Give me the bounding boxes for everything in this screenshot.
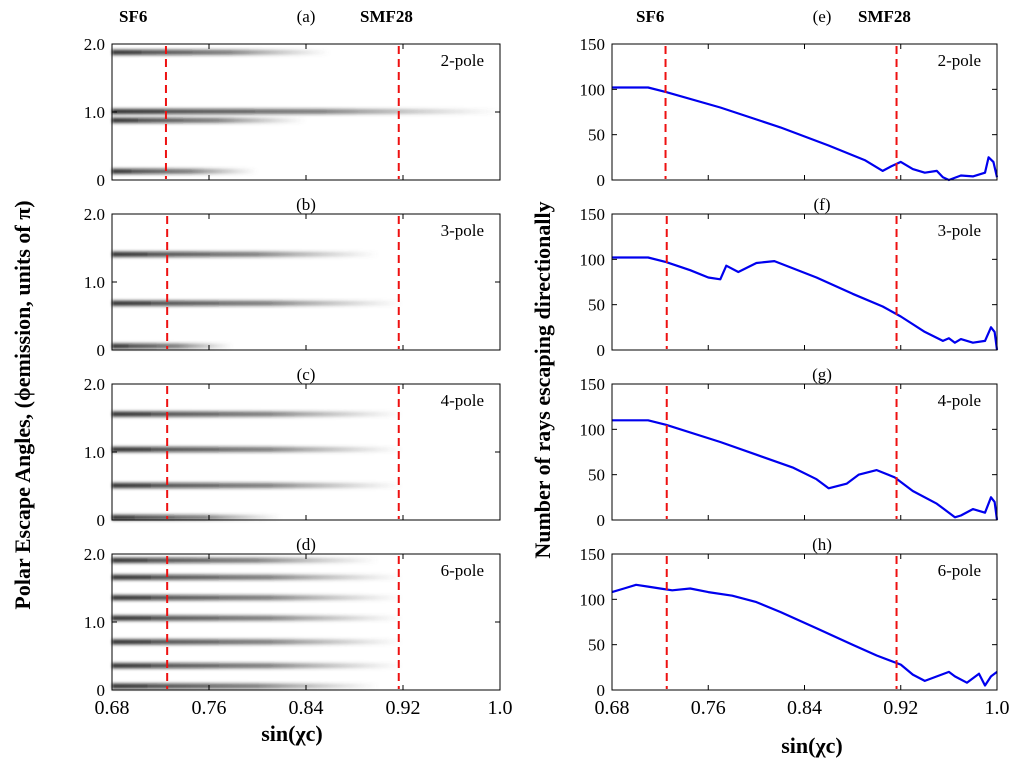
series-line bbox=[612, 86, 999, 182]
heatmap-band bbox=[112, 49, 331, 55]
x-tick-label: 0.76 bbox=[192, 697, 227, 719]
right-x-axis-title: sin(χc) bbox=[781, 733, 843, 758]
y-tick-label: 50 bbox=[588, 296, 605, 315]
y-tick-label: 0 bbox=[597, 171, 606, 190]
y-tick-label: 0 bbox=[97, 681, 106, 700]
y-tick-label: 0 bbox=[97, 171, 106, 190]
panel-e: 0 50 100 150 (e) 2-pole bbox=[580, 7, 999, 190]
heatmap-band bbox=[112, 557, 379, 563]
heatmap-band bbox=[112, 595, 403, 601]
y-tick-label: 2.0 bbox=[84, 375, 105, 394]
heatmap-band bbox=[112, 574, 403, 580]
y-tick-label: 50 bbox=[588, 466, 605, 485]
panel-label: (h) bbox=[812, 535, 832, 554]
pole-label: 3-pole bbox=[441, 221, 484, 240]
y-tick-label: 1.0 bbox=[84, 273, 105, 292]
y-tick-label: 0 bbox=[97, 341, 106, 360]
series-line bbox=[612, 419, 999, 521]
heatmap-band bbox=[112, 411, 403, 417]
right-y-axis-title: Number of rays escaping directionally bbox=[530, 201, 555, 558]
pole-label: 4-pole bbox=[441, 391, 484, 410]
pole-label: 2-pole bbox=[938, 51, 981, 70]
y-tick-label: 2.0 bbox=[84, 35, 105, 54]
heatmap-band bbox=[112, 483, 403, 488]
y-tick-label: 0 bbox=[97, 511, 106, 530]
panel-c: 0 1.0 2.0 (c) 4-pole bbox=[84, 365, 501, 530]
x-tick-label: 1.0 bbox=[488, 697, 513, 719]
pole-label: 3-pole bbox=[938, 221, 981, 240]
y-tick-label: 150 bbox=[580, 35, 606, 54]
left-x-axis-title: sin(χc) bbox=[261, 721, 323, 746]
y-tick-label: 1.0 bbox=[84, 103, 105, 122]
y-tick-label: 100 bbox=[580, 250, 606, 269]
panel-f: 0 50 100 150 (f) 3-pole bbox=[580, 195, 999, 360]
x-tick-label: 0.68 bbox=[595, 697, 630, 719]
pole-label: 2-pole bbox=[441, 51, 484, 70]
panel-g: 0 50 100 150 (g) 4-pole bbox=[580, 365, 999, 530]
panel-label: (f) bbox=[814, 195, 831, 214]
x-tick-label: 0.68 bbox=[95, 697, 130, 719]
fiber-label-sf6-right: SF6 bbox=[636, 7, 664, 26]
heatmap-band bbox=[112, 300, 403, 306]
pole-label: 6-pole bbox=[938, 561, 981, 580]
panel-label: (b) bbox=[296, 195, 316, 214]
y-tick-label: 0 bbox=[597, 681, 606, 700]
panel-h: 0 50 100 150 0.68 0.76 0.84 0.92 1.0 (h) 6-pole bbox=[580, 535, 1010, 719]
y-tick-label: 1.0 bbox=[84, 443, 105, 462]
panel-label: (a) bbox=[297, 7, 316, 26]
heatmap-band bbox=[112, 639, 403, 645]
pole-label: 4-pole bbox=[938, 391, 981, 410]
panel-label: (g) bbox=[812, 365, 832, 384]
panel-b: 0 1.0 2.0 (b) 3-pole bbox=[84, 195, 501, 360]
y-tick-label: 50 bbox=[588, 126, 605, 145]
y-tick-label: 150 bbox=[580, 375, 606, 394]
y-tick-label: 2.0 bbox=[84, 205, 105, 224]
y-tick-label: 0 bbox=[597, 511, 606, 530]
panel-label: (e) bbox=[813, 7, 832, 26]
heatmap-band bbox=[112, 343, 234, 349]
fiber-label-smf28-right: SMF28 bbox=[858, 7, 911, 26]
fiber-label-sf6-left: SF6 bbox=[119, 7, 147, 26]
y-tick-label: 100 bbox=[580, 590, 606, 609]
heatmap-band bbox=[112, 683, 379, 689]
series-line bbox=[611, 583, 998, 687]
heatmap-band bbox=[112, 251, 379, 257]
x-tick-label: 0.76 bbox=[691, 697, 726, 719]
x-tick-label: 0.84 bbox=[289, 697, 324, 719]
heatmap-band bbox=[112, 446, 403, 452]
series-line bbox=[612, 256, 999, 351]
panel-a: 0 1.0 2.0 (a) 2-pole bbox=[84, 7, 501, 190]
heatmap-band bbox=[112, 117, 306, 123]
panel-label: (d) bbox=[296, 535, 316, 554]
x-tick-label: 0.84 bbox=[787, 697, 822, 719]
y-tick-label: 150 bbox=[580, 545, 606, 564]
heatmap-band bbox=[112, 109, 500, 114]
heatmap-band bbox=[112, 168, 258, 174]
y-tick-label: 2.0 bbox=[84, 545, 105, 564]
y-tick-label: 1.0 bbox=[84, 613, 105, 632]
heatmap-band bbox=[112, 514, 282, 520]
panel-label: (c) bbox=[297, 365, 316, 384]
heatmap-band bbox=[112, 663, 403, 669]
pole-label: 6-pole bbox=[441, 561, 484, 580]
x-tick-label: 0.92 bbox=[386, 697, 421, 719]
panel-d: 0 1.0 2.0 0.68 0.76 0.84 0.92 1.0 (d) 6-pole bbox=[84, 535, 513, 719]
fiber-label-smf28-left: SMF28 bbox=[360, 7, 413, 26]
y-tick-label: 100 bbox=[580, 80, 606, 99]
heatmap-band bbox=[112, 615, 403, 621]
x-tick-label: 1.0 bbox=[985, 697, 1010, 719]
y-tick-label: 50 bbox=[588, 636, 605, 655]
x-tick-label: 0.92 bbox=[883, 697, 918, 719]
y-tick-label: 0 bbox=[597, 341, 606, 360]
left-y-axis-title: Polar Escape Angles, (ϕemission, units o… bbox=[10, 200, 35, 609]
y-tick-label: 100 bbox=[580, 420, 606, 439]
y-tick-label: 150 bbox=[580, 205, 606, 224]
